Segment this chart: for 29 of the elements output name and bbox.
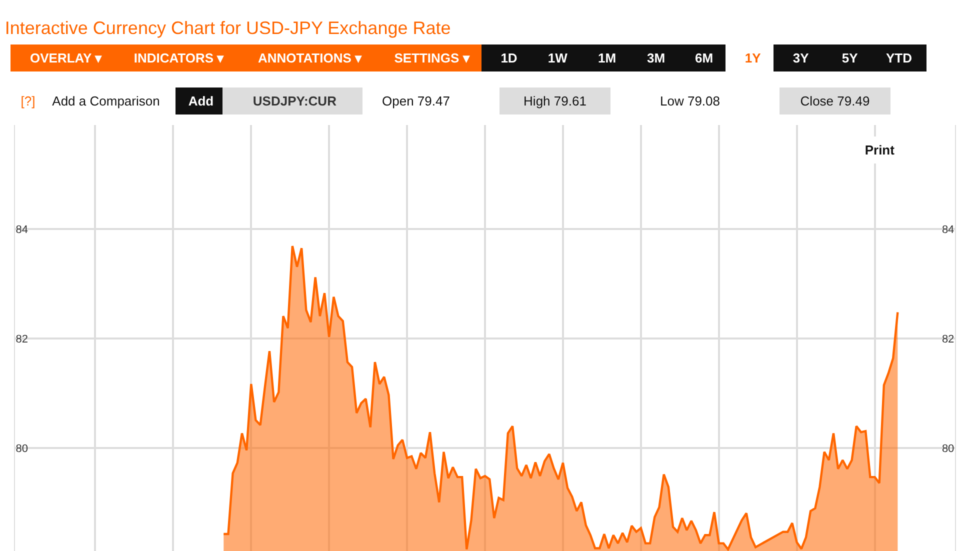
y-tick-label: 80 [16, 442, 28, 455]
annotation: Print [864, 142, 896, 158]
text: Add a Comparison [52, 94, 160, 108]
text: 3M [646, 50, 666, 66]
y2-tick-label: 80 [942, 442, 954, 455]
text: 1M [598, 50, 616, 66]
y-tick-label: 84 [16, 224, 28, 236]
y2-tick-label: 82 [942, 333, 954, 346]
text: YTD [886, 50, 912, 66]
text: Close 79.49 [800, 94, 870, 108]
text: [?] [20, 94, 36, 108]
y2-tick-label: 84 [942, 224, 954, 236]
text: SETTINGS ▾ [394, 50, 470, 66]
text: 3Y [792, 50, 810, 66]
text: 5Y [842, 50, 858, 66]
text: OVERLAY ▾ [30, 50, 102, 66]
chart-title: Interactive Currency Chart for USD-JPY Exchange Rate [4, 18, 451, 38]
y-tick-label: 82 [16, 333, 28, 346]
text: 6M [694, 50, 714, 66]
text: High 79.61 [524, 94, 586, 108]
text: INDICATORS ▾ [134, 50, 224, 66]
text: 1Y [744, 50, 762, 66]
text: Add [188, 94, 214, 108]
text: Low 79.08 [660, 94, 720, 108]
text: 1D [500, 50, 518, 66]
text: Open 79.47 [382, 94, 450, 108]
text: USDJPY:CUR [252, 94, 338, 108]
text: ANNOTATIONS ▾ [258, 50, 362, 66]
text: 1W [548, 50, 568, 66]
